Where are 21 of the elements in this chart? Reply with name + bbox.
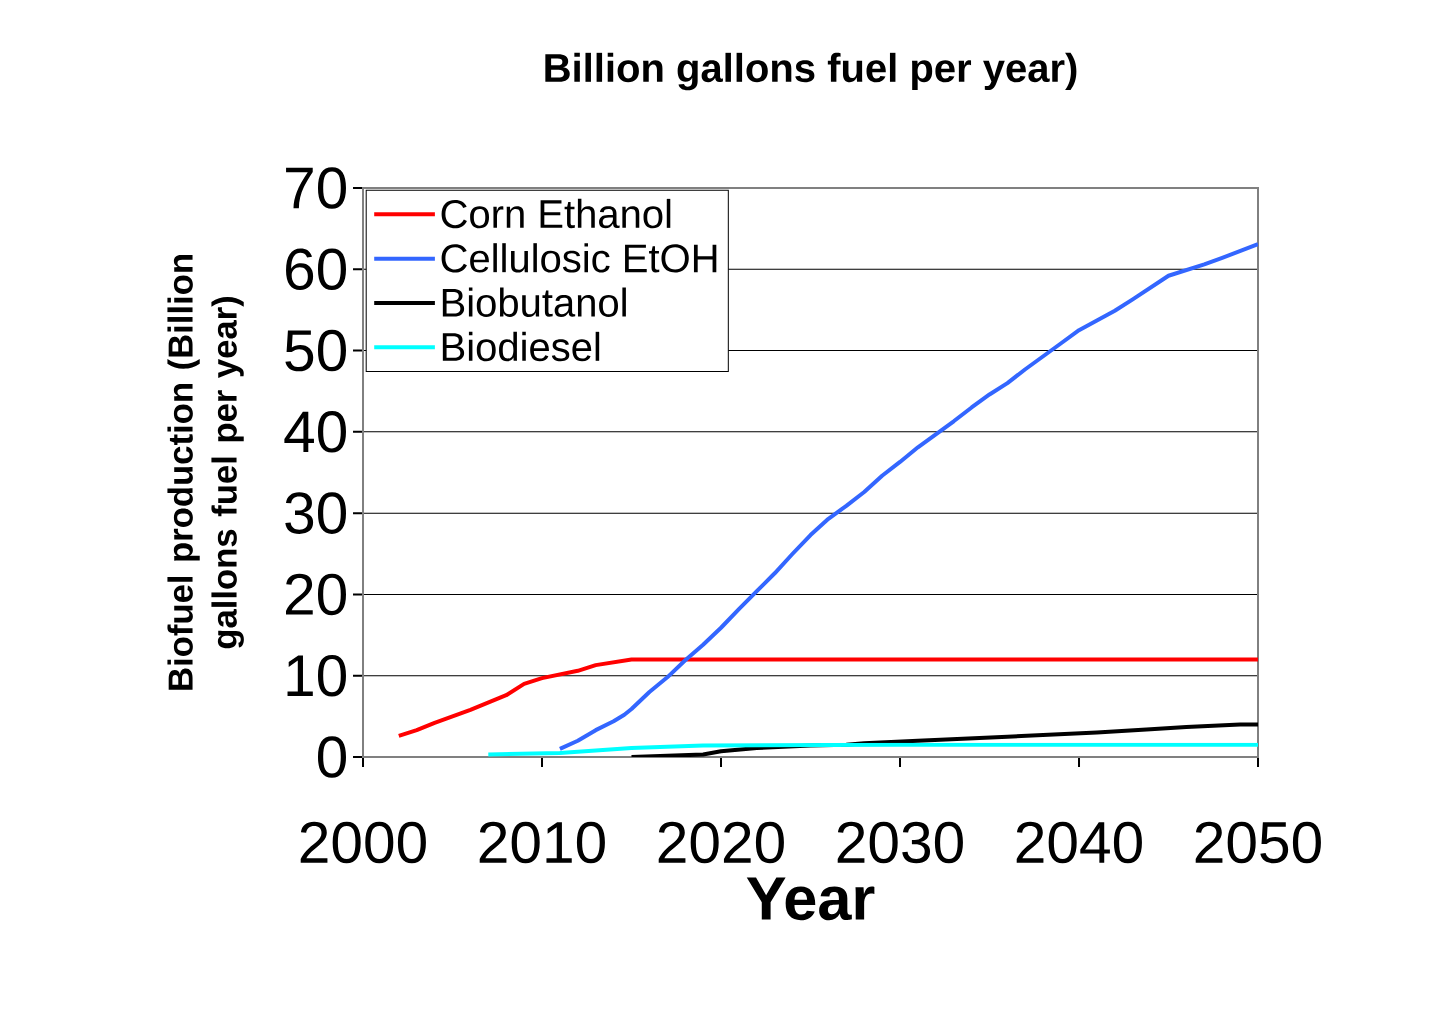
- chart-title: Billion gallons fuel per year): [545, 52, 1077, 91]
- y-tick-label: 60: [286, 248, 346, 291]
- legend-label: Biodiesel: [442, 331, 600, 362]
- legend-label: Corn Ethanol: [441, 198, 671, 229]
- x-tick-label: 2000: [300, 821, 426, 864]
- y-tick-label: 10: [287, 654, 346, 697]
- x-tick-label: 2030: [837, 821, 963, 864]
- y-tick-label: 50: [285, 329, 346, 372]
- x-axis-title: Year: [746, 877, 875, 921]
- x-tick-label: 2050: [1195, 821, 1321, 864]
- x-tick-label: 2040: [1016, 821, 1142, 864]
- legend-label: Cellulosic EtOH: [441, 243, 717, 273]
- y-tick-label: 40: [284, 411, 346, 453]
- y-tick-label: 0: [317, 736, 346, 778]
- y-tick-label: 70: [286, 167, 346, 209]
- x-tick-label: 2010: [479, 821, 605, 864]
- y-tick-label: 20: [286, 573, 346, 616]
- legend-label: Biobutanol: [442, 287, 626, 317]
- y-tick-label: 30: [285, 492, 346, 534]
- x-tick-label: 2020: [658, 821, 784, 864]
- y-axis-title: Biofuel production (Billion gallons fuel per year): [167, 255, 244, 690]
